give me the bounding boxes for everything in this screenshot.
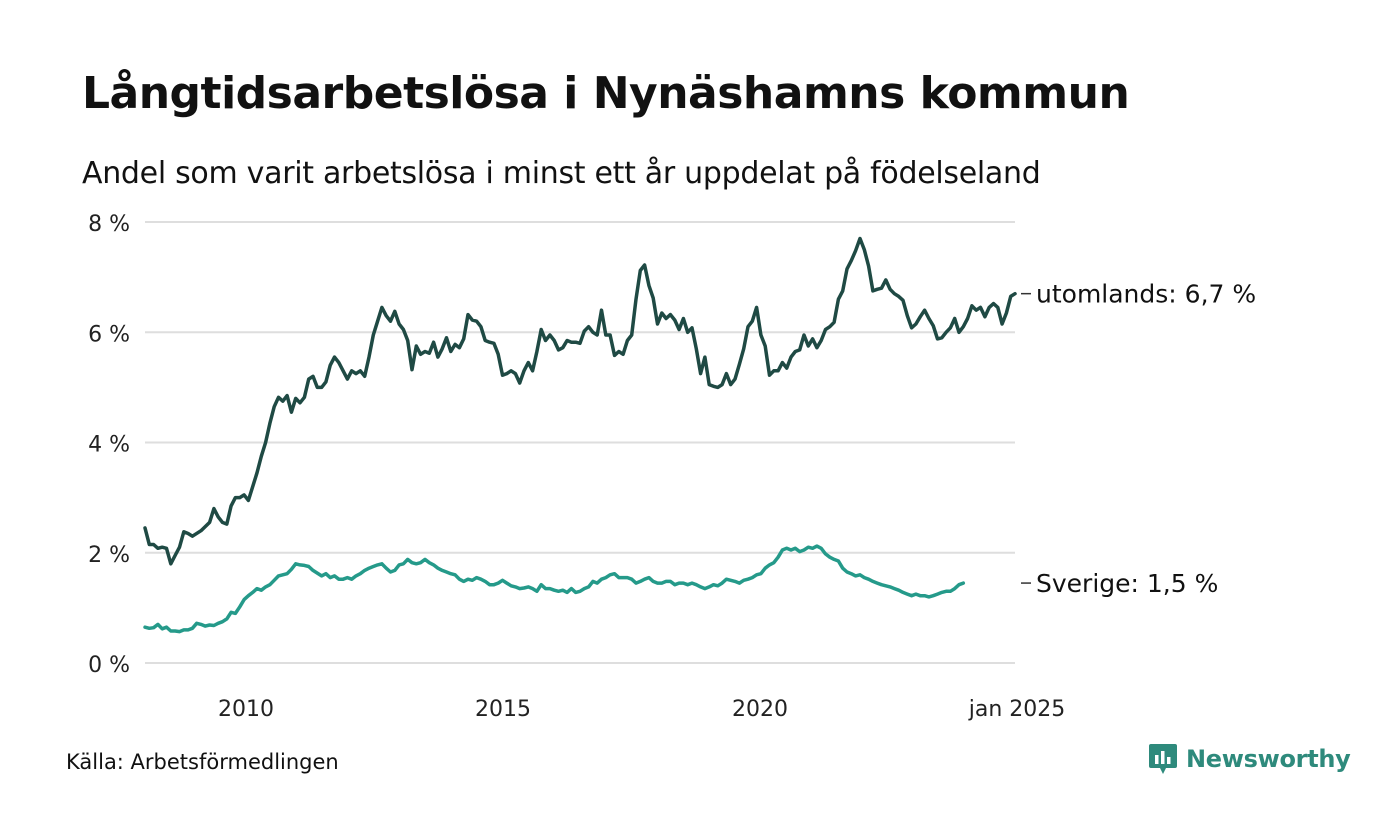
newsworthy-logo-icon bbox=[1149, 744, 1177, 774]
source-credit: Källa: Arbetsförmedlingen bbox=[66, 750, 339, 774]
x-tick-label: 2020 bbox=[732, 697, 788, 722]
y-axis-ticks: 0 % 2 % 4 % 6 % 8 % bbox=[88, 212, 130, 678]
brand-name: Newsworthy bbox=[1186, 745, 1351, 773]
series-line-sverige bbox=[143, 544, 966, 634]
brand-logo[interactable]: Newsworthy bbox=[1148, 742, 1351, 776]
chart-title: Långtidsarbetslösa i Nynäshamns kommun bbox=[82, 68, 1130, 119]
x-tick-label: 2010 bbox=[218, 697, 274, 722]
gridlines bbox=[145, 221, 1015, 664]
y-tick-label: 0 % bbox=[88, 653, 130, 678]
x-tick-label: jan 2025 bbox=[968, 697, 1066, 722]
series-lines bbox=[143, 236, 1017, 634]
series-label-sverige: Sverige: 1,5 % bbox=[1036, 569, 1218, 598]
y-tick-label: 8 % bbox=[88, 212, 130, 237]
series-label-utomlands: utomlands: 6,7 % bbox=[1036, 280, 1256, 309]
y-tick-label: 2 % bbox=[88, 543, 130, 568]
x-tick-label: 2015 bbox=[475, 697, 531, 722]
series-line-utomlands bbox=[143, 236, 1017, 566]
series-labels: utomlands: 6,7 % Sverige: 1,5 % bbox=[1021, 280, 1256, 598]
y-tick-label: 4 % bbox=[88, 433, 130, 458]
chart-subtitle: Andel som varit arbetslösa i minst ett å… bbox=[82, 156, 1041, 191]
x-axis-ticks: 2010 2015 2020 jan 2025 bbox=[218, 697, 1065, 722]
y-tick-label: 6 % bbox=[88, 322, 130, 347]
